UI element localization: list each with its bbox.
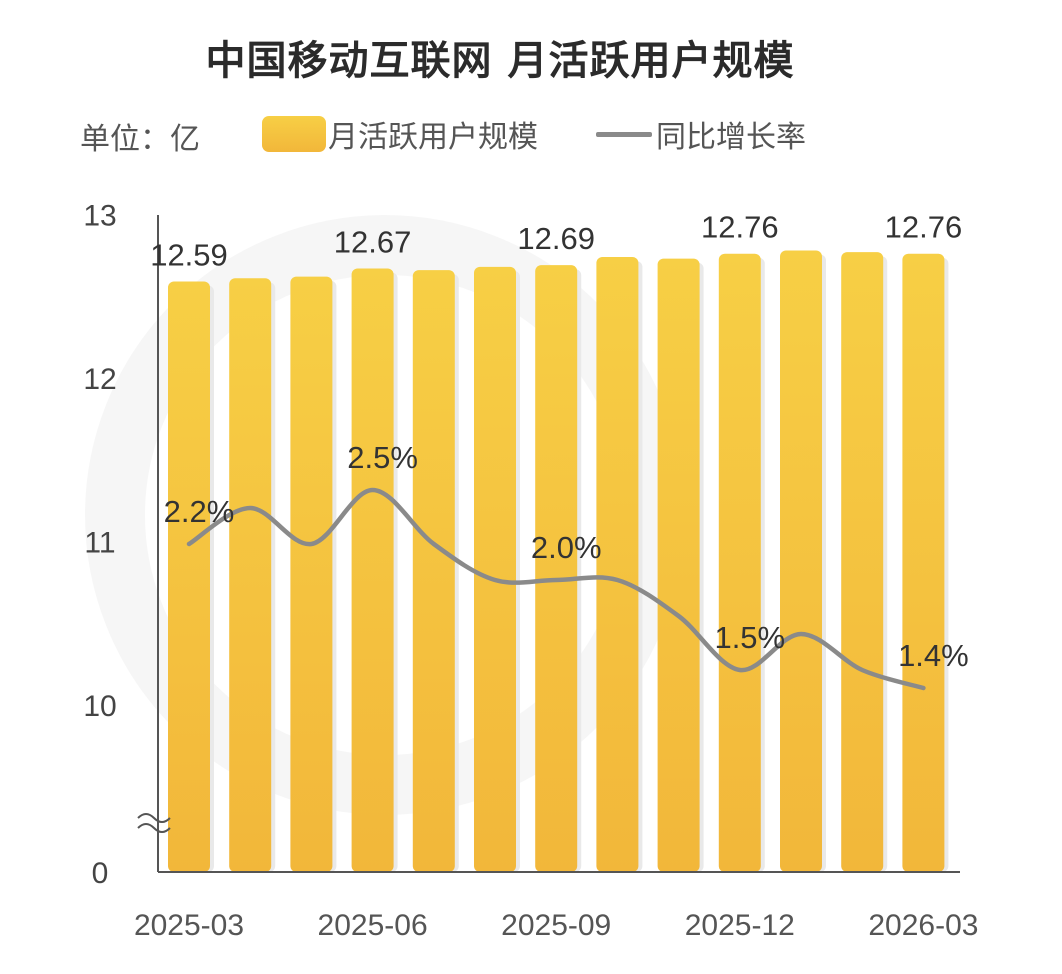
growth-rate-line — [186, 487, 926, 691]
bar-2026-01 — [780, 250, 822, 873]
bar-2025-12 — [718, 253, 761, 873]
bar-2025-08 — [474, 266, 516, 872]
line-data-label: 2.0% — [531, 530, 602, 565]
bar-2025-03 — [168, 281, 210, 872]
bar-2025-04 — [229, 278, 272, 872]
unit-label: 单位：亿 — [80, 122, 200, 157]
axis-break-mark — [137, 813, 171, 833]
legend-line-label: 同比增长率 — [656, 120, 806, 155]
chart-title: 中国移动互联网 月活跃用户规模 — [205, 38, 795, 84]
x-tick-label: 2025-06 — [318, 909, 428, 942]
bar-data-label: 12.76 — [701, 210, 779, 245]
bar-2025-10 — [596, 257, 639, 872]
x-tick-label: 2025-09 — [501, 909, 611, 942]
bar-2026-02 — [841, 252, 884, 873]
y-tick-label: 12 — [83, 363, 116, 396]
bar-2025-07 — [412, 270, 455, 873]
line-data-label: 2.2% — [164, 494, 235, 529]
bar-data-label: 12.76 — [885, 210, 963, 245]
legend-bar-label: 月活跃用户规模 — [328, 120, 538, 155]
bar-2026-03 — [902, 253, 945, 873]
line-data-label: 1.5% — [714, 620, 785, 655]
legend-line-swatch — [596, 131, 652, 137]
x-tick-label: 2026-03 — [868, 909, 978, 942]
line-data-label: 2.5% — [347, 440, 418, 475]
x-tick-label: 2025-12 — [685, 909, 795, 942]
bar-2025-11 — [657, 258, 700, 872]
y-tick-label: 13 — [83, 200, 116, 233]
y-tick-label: 11 — [84, 527, 115, 560]
line-data-label: 1.4% — [898, 638, 969, 673]
legend-item-bar: 月活跃用户规模 — [262, 112, 538, 156]
bar-data-label: 12.69 — [517, 221, 595, 256]
legend-item-line: 同比增长率 — [596, 112, 806, 156]
bar-2025-05 — [290, 276, 333, 872]
bar-2025-06 — [351, 268, 394, 873]
bar-2025-09 — [535, 265, 578, 872]
bar-data-label: 12.67 — [334, 224, 412, 259]
y-tick-label: 0 — [92, 857, 109, 890]
legend-bar-swatch — [262, 116, 326, 152]
bar-data-label: 12.59 — [150, 238, 228, 273]
y-tick-label: 10 — [83, 690, 116, 723]
x-tick-label: 2025-03 — [134, 909, 244, 942]
